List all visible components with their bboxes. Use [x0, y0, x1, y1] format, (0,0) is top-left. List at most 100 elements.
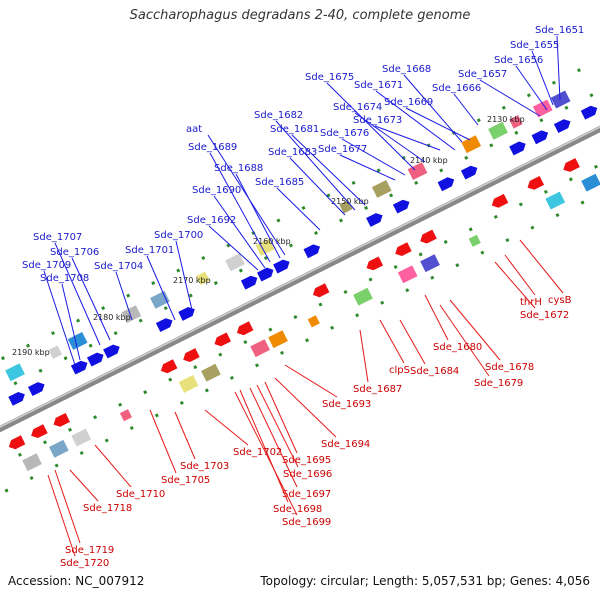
- forward-gene-label: Sde_1669: [384, 97, 433, 108]
- forward-gene-arrow: [240, 275, 258, 290]
- forward-gene-arrow: [392, 199, 410, 214]
- tick-mark: [480, 250, 485, 255]
- reverse-gene-block: [201, 363, 221, 382]
- reverse-gene-label: Sde_1679: [474, 378, 523, 389]
- reverse-leader-line: [284, 364, 338, 398]
- tick-mark: [76, 318, 81, 323]
- forward-leader-line: [235, 173, 281, 259]
- forward-leader-line: [354, 112, 426, 163]
- forward-leader-line: [479, 79, 541, 117]
- reverse-leader-line: [449, 299, 501, 361]
- tick-mark: [13, 381, 18, 386]
- reverse-leader-line: [249, 387, 298, 488]
- scale-tick-label: 2180 kbp: [93, 313, 131, 322]
- tick-mark: [104, 438, 109, 443]
- tick-mark: [4, 488, 9, 493]
- reverse-leader-line: [54, 469, 81, 544]
- tick-mark: [464, 155, 469, 160]
- reverse-leader-line: [94, 444, 132, 488]
- forward-gene-arrow: [87, 352, 104, 367]
- forward-leader-line: [531, 50, 554, 106]
- tick-mark: [42, 440, 48, 445]
- reverse-gene-block: [581, 173, 600, 192]
- forward-gene-label: Sde_1692: [187, 215, 236, 226]
- forward-gene-label: Sde_1673: [353, 115, 402, 126]
- reverse-gene-block: [397, 265, 418, 284]
- reverse-gene-arrow: [214, 332, 231, 347]
- tick-mark: [118, 402, 123, 407]
- tick-mark: [330, 325, 335, 330]
- reverse-gene-label: Sde_1693: [322, 399, 371, 410]
- tick-mark: [280, 350, 285, 355]
- reverse-leader-line: [234, 391, 298, 516]
- tick-mark: [593, 164, 598, 169]
- tick-mark: [218, 352, 223, 357]
- reverse-gene-block: [49, 439, 69, 458]
- tick-mark: [530, 225, 535, 230]
- forward-gene-block: [407, 162, 428, 180]
- forward-gene-label: Sde_1657: [458, 69, 507, 80]
- reverse-leader-line: [424, 294, 449, 341]
- tick-mark: [518, 202, 523, 207]
- forward-leader-line: [209, 152, 271, 263]
- forward-gene-arrow: [103, 344, 120, 359]
- reverse-gene-label: Sde_1699: [282, 517, 331, 528]
- forward-gene-label: Sde_1689: [188, 142, 237, 153]
- reverse-gene-arrow: [527, 176, 545, 190]
- reverse-leader-line: [274, 377, 337, 438]
- reverse-leader-line: [399, 319, 426, 365]
- forward-leader-line: [405, 107, 471, 141]
- forward-gene-arrow: [580, 105, 598, 120]
- tick-mark: [143, 390, 148, 395]
- tick-mark: [539, 118, 544, 123]
- reverse-gene-arrow: [53, 413, 70, 427]
- forward-gene-label: Sde_1655: [510, 40, 559, 51]
- forward-gene-arrow: [273, 259, 290, 274]
- tick-mark: [493, 214, 498, 219]
- reverse-gene-arrow: [395, 242, 412, 256]
- forward-gene-label: Sde_1674: [333, 102, 382, 113]
- reverse-leader-line: [256, 384, 299, 468]
- reverse-gene-block: [178, 374, 199, 393]
- tick-mark: [17, 452, 22, 457]
- forward-gene-label: Sde_1656: [494, 55, 543, 66]
- forward-gene-arrow: [155, 318, 173, 332]
- tick-mark: [430, 275, 435, 280]
- tick-mark: [376, 168, 381, 173]
- forward-leader-line: [213, 195, 266, 269]
- reverse-leader-line: [504, 254, 536, 296]
- tick-mark: [204, 388, 209, 393]
- tick-mark: [51, 331, 56, 336]
- reverse-gene-label: Sde_1696: [283, 469, 332, 480]
- reverse-gene-label: Sde_1694: [321, 439, 370, 450]
- tick-mark: [455, 263, 460, 268]
- tick-mark: [505, 238, 510, 243]
- reverse-gene-arrow: [420, 229, 437, 244]
- tick-mark: [368, 277, 373, 282]
- forward-leader-line: [515, 65, 548, 111]
- forward-gene-block: [371, 179, 392, 198]
- forward-gene-label: Sde_1701: [125, 245, 174, 256]
- tick-mark: [226, 243, 231, 248]
- tick-mark: [380, 300, 385, 305]
- tick-mark: [188, 293, 193, 298]
- tick-mark: [301, 205, 306, 210]
- forward-gene-label: Sde_1675: [305, 72, 354, 83]
- tick-mark: [29, 476, 34, 481]
- tick-mark: [101, 306, 106, 311]
- reverse-gene-block: [119, 409, 132, 422]
- forward-leader-line: [61, 283, 81, 361]
- forward-gene-block: [196, 271, 210, 286]
- reverse-gene-arrow: [8, 435, 26, 450]
- forward-leader-line: [291, 134, 366, 206]
- forward-gene-label: Sde_1681: [270, 124, 319, 135]
- tick-mark: [526, 93, 531, 98]
- genome-backbone-highlight: [0, 126, 600, 428]
- tick-mark: [0, 356, 5, 361]
- forward-gene-block: [461, 135, 482, 154]
- tick-mark: [318, 302, 323, 307]
- scale-tick-label: 2130 kbp: [487, 115, 525, 124]
- reverse-gene-block: [22, 453, 42, 472]
- tick-mark: [38, 368, 43, 373]
